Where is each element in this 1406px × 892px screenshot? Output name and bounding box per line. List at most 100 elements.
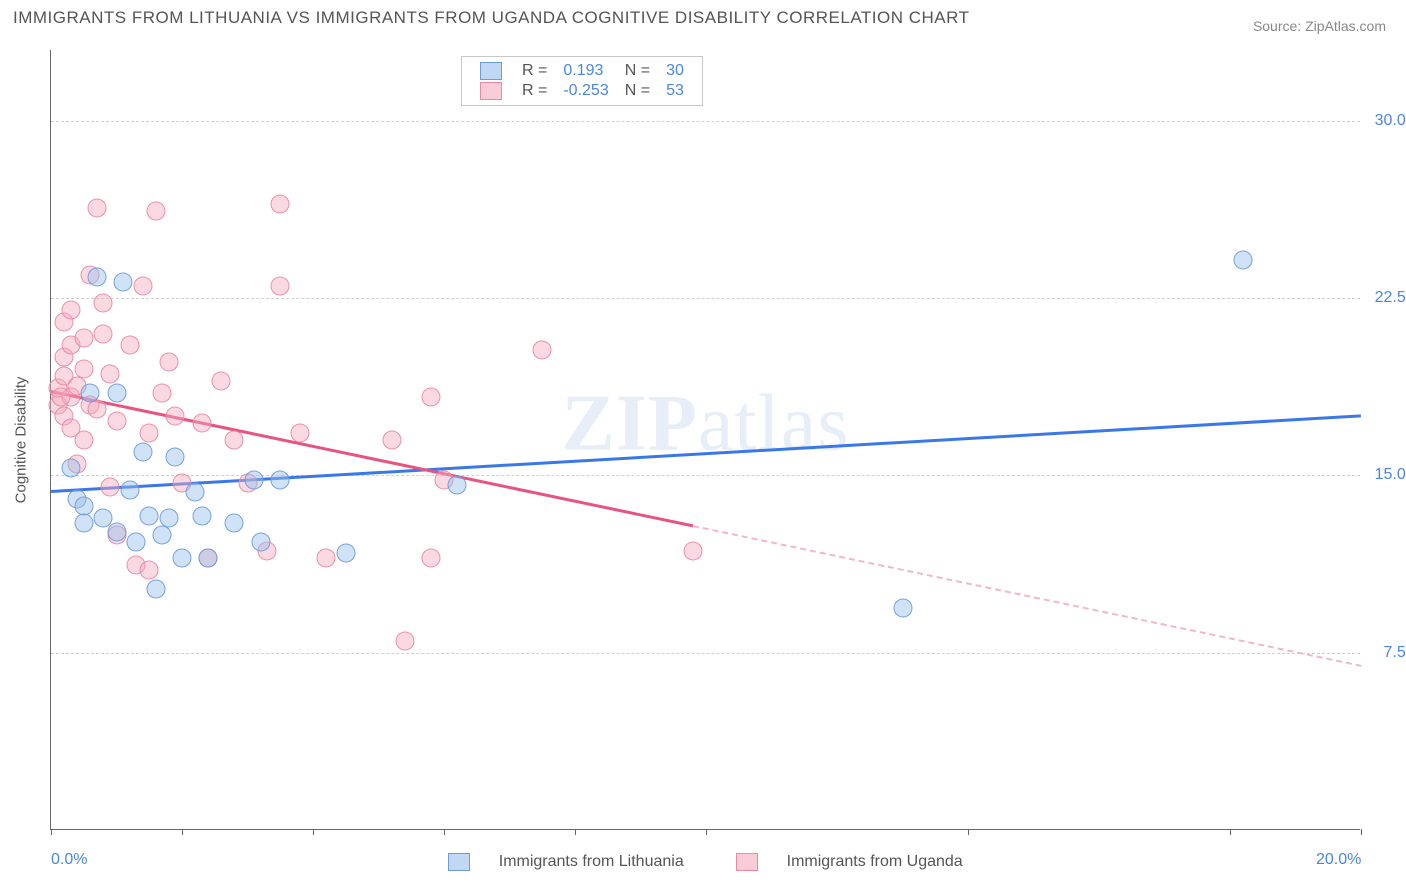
data-point [336,544,355,563]
gridline [51,653,1360,654]
data-point [173,549,192,568]
regression-line [693,525,1361,667]
data-point [61,301,80,320]
data-point [192,506,211,525]
plot-area: Cognitive Disability ZIPatlas R = 0.193 … [50,50,1360,830]
data-point [421,388,440,407]
legend-bottom: Immigrants from Lithuania Immigrants fro… [51,853,1360,871]
data-point [893,598,912,617]
x-tick [575,829,576,835]
data-point [245,471,264,490]
data-point [107,383,126,402]
legend-label-b: Immigrants from Uganda [787,853,963,870]
data-point [317,549,336,568]
x-tick [706,829,707,835]
data-point [61,459,80,478]
x-tick [313,829,314,835]
x-tick [968,829,969,835]
data-point [146,579,165,598]
y-tick-label: 15.0% [1365,466,1406,484]
data-point [140,423,159,442]
data-point [421,549,440,568]
data-point [87,267,106,286]
data-point [166,447,185,466]
data-point [1234,251,1253,270]
data-point [146,201,165,220]
data-point [533,341,552,360]
data-point [140,506,159,525]
x-tick-label: 20.0% [1316,851,1361,869]
x-tick [51,829,52,835]
source-label: Source: ZipAtlas.com [1253,18,1386,34]
data-point [271,471,290,490]
x-tick [1361,829,1362,835]
data-point [87,400,106,419]
data-point [74,431,93,450]
gridline [51,298,1360,299]
chart-title: IMMIGRANTS FROM LITHUANIA VS IMMIGRANTS … [13,8,969,28]
data-point [271,194,290,213]
data-point [140,561,159,580]
data-point [448,475,467,494]
data-point [166,407,185,426]
legend-row-series-a: R = 0.193 N = 30 [472,61,692,81]
data-point [94,324,113,343]
data-point [74,329,93,348]
y-tick-label: 22.5% [1365,289,1406,307]
data-point [107,412,126,431]
legend-r-label: R = [514,61,555,81]
legend-n-value-b: 53 [658,81,692,101]
data-point [225,513,244,532]
x-tick [1230,829,1231,835]
data-point [120,480,139,499]
x-tick [182,829,183,835]
legend-r-value-b: -0.253 [555,81,616,101]
data-point [153,383,172,402]
y-axis-label: Cognitive Disability [13,376,30,503]
data-point [290,423,309,442]
data-point [94,293,113,312]
data-point [120,336,139,355]
data-point [133,277,152,296]
data-point [382,431,401,450]
data-point [186,483,205,502]
data-point [100,364,119,383]
data-point [87,199,106,218]
legend-n-label: N = [617,61,658,81]
legend-label-a: Immigrants from Lithuania [499,853,684,870]
legend-correlation-box: R = 0.193 N = 30 R = -0.253 N = 53 [461,56,703,106]
watermark: ZIPatlas [562,378,850,469]
swatch-lithuania-icon [448,853,470,871]
data-point [114,272,133,291]
data-point [107,523,126,542]
legend-n-value-a: 30 [658,61,692,81]
data-point [81,383,100,402]
swatch-uganda-icon [736,853,758,871]
data-point [74,360,93,379]
swatch-uganda-icon [480,82,502,100]
data-point [212,371,231,390]
data-point [225,431,244,450]
legend-row-series-b: R = -0.253 N = 53 [472,81,692,101]
data-point [271,277,290,296]
data-point [127,532,146,551]
legend-r-value-a: 0.193 [555,61,616,81]
data-point [199,549,218,568]
data-point [133,442,152,461]
y-tick-label: 7.5% [1365,644,1406,662]
data-point [251,532,270,551]
data-point [74,513,93,532]
y-tick-label: 30.0% [1365,112,1406,130]
data-point [395,631,414,650]
data-point [100,478,119,497]
gridline [51,121,1360,122]
data-point [159,353,178,372]
data-point [159,509,178,528]
x-tick-label: 0.0% [51,851,87,869]
data-point [51,388,70,407]
data-point [192,414,211,433]
data-point [153,525,172,544]
data-point [683,542,702,561]
x-tick [444,829,445,835]
swatch-lithuania-icon [480,62,502,80]
